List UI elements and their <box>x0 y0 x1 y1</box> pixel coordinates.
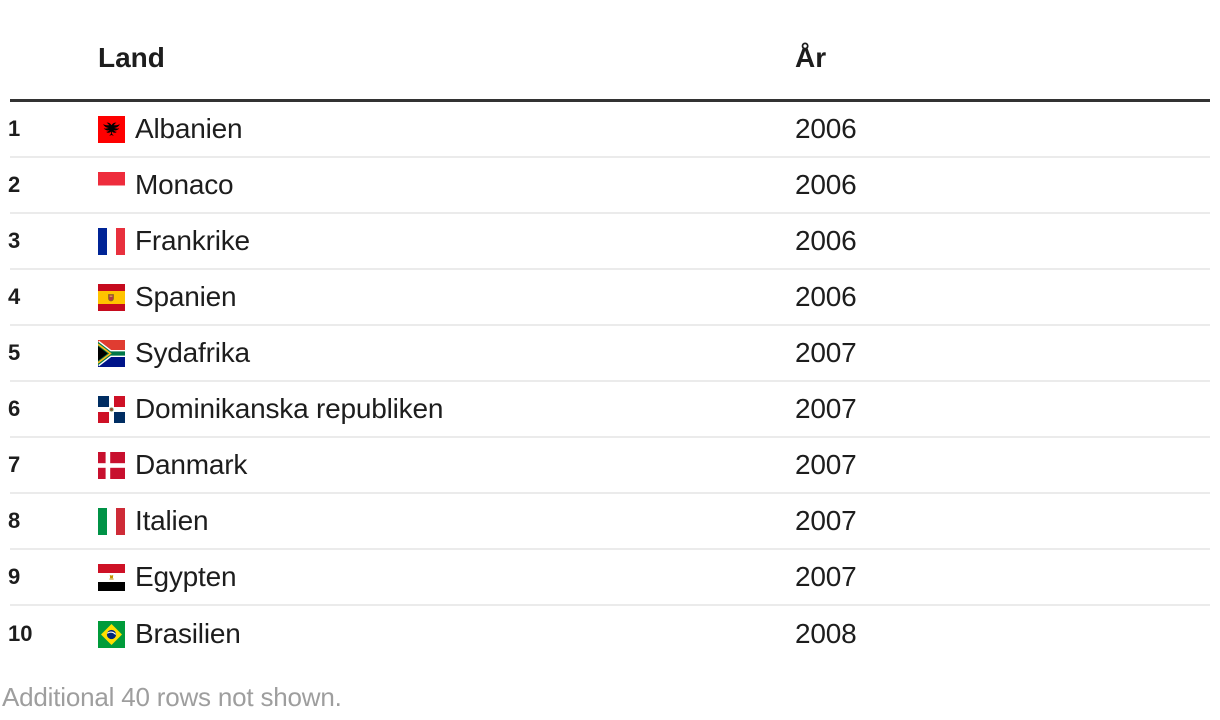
year-cell: 2007 <box>795 505 857 536</box>
year-cell: 2007 <box>795 337 857 368</box>
france-flag-icon <box>98 227 125 255</box>
country-name: Egypten <box>135 561 237 592</box>
rank-cell: 8 <box>8 508 21 533</box>
table-row: 2 Monaco 2006 <box>8 158 1210 214</box>
country-name: Frankrike <box>135 225 250 256</box>
country-cell: Albanien <box>98 113 795 145</box>
country-name: Sydafrika <box>135 337 250 368</box>
country-name: Monaco <box>135 169 234 200</box>
denmark-flag-icon <box>98 451 125 479</box>
table-row: 6 Dominikanska republiken 2007 <box>8 382 1210 438</box>
rank-cell: 7 <box>8 452 21 477</box>
country-cell: Sydafrika <box>98 337 795 369</box>
rank-cell: 4 <box>8 284 21 309</box>
table-row: 8 Italien 2007 <box>8 494 1210 550</box>
table-row: 10 Brasilien 2008 <box>8 606 1210 662</box>
table-row: 3 Frankrike 2006 <box>8 214 1210 270</box>
table-row: 4 Spanien 2006 <box>8 270 1210 326</box>
year-cell: 2007 <box>795 393 857 424</box>
table-header-row: Land År <box>10 0 1210 99</box>
table-body: 1 Albanien 2006 2 Monaco 2006 3 Frankrik… <box>8 99 1210 662</box>
country-cell: Egypten <box>98 561 795 593</box>
table-footer-note: Additional 40 rows not shown. <box>2 682 342 712</box>
rank-cell: 10 <box>8 621 33 646</box>
rank-cell: 9 <box>8 564 21 589</box>
brazil-flag-icon <box>98 620 125 648</box>
monaco-flag-icon <box>98 171 125 199</box>
year-cell: 2006 <box>795 113 857 144</box>
rank-cell: 6 <box>8 396 21 421</box>
data-table: Land År 1 Albanien 2006 2 Monaco 2006 3 … <box>8 0 1210 662</box>
year-cell: 2006 <box>795 281 857 312</box>
rank-cell: 2 <box>8 172 21 197</box>
country-name: Spanien <box>135 281 237 312</box>
table-row: 1 Albanien 2006 <box>8 102 1210 158</box>
country-name: Dominikanska republiken <box>135 393 444 424</box>
country-name: Danmark <box>135 449 248 480</box>
column-header-land: Land <box>98 42 165 73</box>
year-cell: 2006 <box>795 225 857 256</box>
column-header-year: År <box>795 42 827 73</box>
year-cell: 2006 <box>795 169 857 200</box>
country-cell: Dominikanska republiken <box>98 393 795 425</box>
country-name: Brasilien <box>135 618 241 649</box>
table-row: 7 Danmark 2007 <box>8 438 1210 494</box>
table-row: 5 Sydafrika 2007 <box>8 326 1210 382</box>
country-cell: Monaco <box>98 169 795 201</box>
spain-flag-icon <box>98 283 125 311</box>
country-cell: Italien <box>98 505 795 537</box>
rank-cell: 5 <box>8 340 21 365</box>
country-cell: Frankrike <box>98 225 795 257</box>
italy-flag-icon <box>98 507 125 535</box>
south-africa-flag-icon <box>98 339 125 367</box>
year-cell: 2008 <box>795 618 857 649</box>
albania-flag-icon <box>98 115 125 143</box>
country-cell: Brasilien <box>98 618 795 650</box>
country-name: Albanien <box>135 113 243 144</box>
rank-cell: 3 <box>8 228 21 253</box>
year-cell: 2007 <box>795 449 857 480</box>
country-cell: Danmark <box>98 449 795 481</box>
country-name: Italien <box>135 505 209 536</box>
table-row: 9 Egypten 2007 <box>8 550 1210 606</box>
rank-cell: 1 <box>8 116 21 141</box>
dominican-republic-flag-icon <box>98 395 125 423</box>
country-cell: Spanien <box>98 281 795 313</box>
year-cell: 2007 <box>795 561 857 592</box>
egypt-flag-icon <box>98 563 125 591</box>
